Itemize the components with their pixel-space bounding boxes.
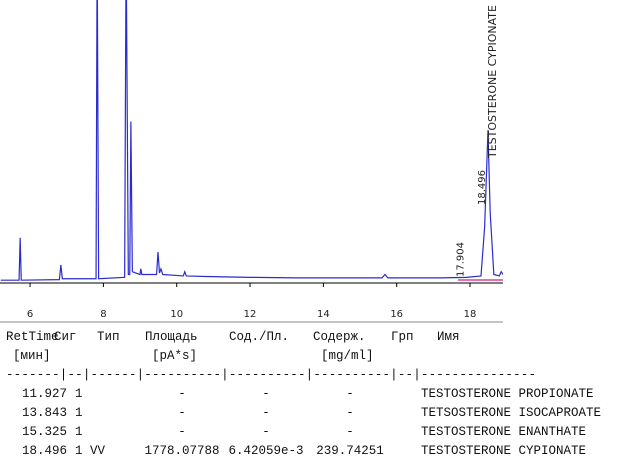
column-header: Сод./Пл. [229,330,289,344]
peak-name: TESTOSTERONE CYPIONATE [486,5,499,159]
column-header: Содерж. [313,330,366,344]
table-cell: 1 [75,444,83,458]
x-tick-label: 10 [170,309,183,320]
table-cell: 15.325 [22,425,67,439]
column-header: RetTime [6,330,59,344]
column-unit: [mg/ml] [321,349,374,363]
table-cell: - [262,387,270,401]
column-unit: [pA*s] [152,349,197,363]
table-cell: - [346,387,354,401]
table-cell: - [178,387,186,401]
column-header: Грп [391,330,414,344]
column-header: Сиг [54,330,77,344]
table-cell: - [262,406,270,420]
x-tick-label: 18 [464,309,477,320]
table-cell: - [262,425,270,439]
table-cell: 1 [75,406,83,420]
table-cell: 11.927 [22,387,67,401]
table-cell: - [178,425,186,439]
table-cell: 1 [75,425,83,439]
separator: -------|--|------|----------|----------|… [6,368,536,382]
x-tick-label: 14 [317,309,330,320]
table-cell: 18.496 [22,444,67,458]
table-cell: TESTOSTERONE CYPIONATE [421,444,586,458]
x-tick-label: 6 [27,309,33,320]
table-cell: - [178,406,186,420]
plot [0,0,503,281]
table-cell: 13.843 [22,406,67,420]
table-cell: - [346,406,354,420]
peak-label: 18.496 [477,170,488,205]
column-header: Тип [97,330,120,344]
table-cell: 239.74251 [316,444,384,458]
table-cell: VV [90,444,106,458]
x-tick-label: 16 [390,309,403,320]
table-cell: 6.42059e-3 [228,444,303,458]
table-cell: TESTOSTERONE ENANTHATE [421,425,586,439]
table-cell: - [346,425,354,439]
table-cell: TETSOSTERONE ISOCAPROATE [421,406,601,420]
column-header: Имя [437,330,460,344]
table-cell: TESTOSTERONE PROPIONATE [421,387,594,401]
x-tick-label: 8 [100,309,106,320]
table-cell: 1778.07788 [144,444,219,458]
x-tick-label: 12 [244,309,257,320]
peak-label: 17.904 [455,242,466,277]
column-header: Площадь [145,330,198,344]
table-cell: 1 [75,387,83,401]
trace [0,0,503,281]
column-unit: [мин] [13,349,51,363]
